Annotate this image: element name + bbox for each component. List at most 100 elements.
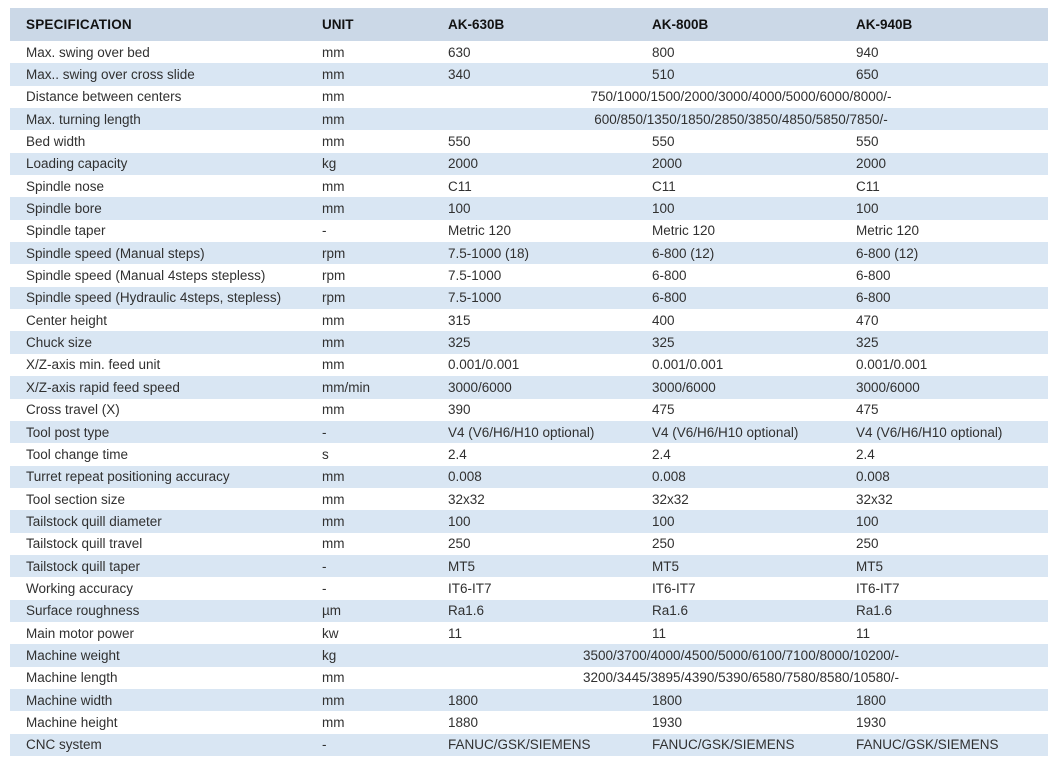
table-row: Surface roughness µm Ra1.6 Ra1.6 Ra1.6	[10, 599, 1048, 622]
value-cell: 6-800 (12)	[652, 245, 715, 261]
value-cell: IT6-IT7	[652, 580, 696, 596]
value-cell: 2.4	[856, 446, 875, 462]
value-cell: IT6-IT7	[856, 580, 900, 596]
value-cell: 0.008	[856, 469, 890, 485]
value-cell: 6-800	[652, 268, 687, 284]
spec-label-cell: Tailstock quill travel	[26, 536, 143, 552]
spec-label-cell: Max. turning length	[26, 111, 141, 127]
value-cell: 7.5-1000	[448, 290, 502, 306]
unit-cell: rpm	[322, 290, 346, 306]
table-row: Spindle bore mm 100 100 100	[10, 197, 1048, 220]
value-cell: 6-800	[652, 290, 687, 306]
value-cell: 100	[652, 201, 675, 217]
spec-label-cell: Turret repeat positioning accuracy	[26, 469, 230, 485]
value-cell: 400	[652, 312, 675, 328]
table-row: Working accuracy - IT6-IT7 IT6-IT7 IT6-IT7	[10, 577, 1048, 600]
unit-cell: mm	[322, 89, 345, 105]
table-row: Bed width mm 550 550 550	[10, 130, 1048, 153]
value-cell: 0.001/0.001	[856, 357, 928, 373]
value-cell: 315	[448, 312, 471, 328]
table-row: X/Z-axis min. feed unit mm 0.001/0.001 0.00…	[10, 353, 1048, 377]
spec-label-cell: Center height	[26, 312, 108, 328]
value-cell: 250	[856, 536, 879, 552]
table-row: Machine width mm 1800 1800 1800	[10, 688, 1048, 712]
value-cell: 2000	[856, 156, 887, 172]
table-row: Tailstock quill diameter mm 100 100 100	[10, 510, 1048, 533]
unit-cell: rpm	[322, 268, 346, 284]
value-cell: 325	[856, 335, 879, 351]
unit-cell: mm	[322, 67, 345, 83]
table-row: Distance between centers mm 750/1000/1500/…	[10, 85, 1048, 109]
unit-cell: -	[322, 737, 327, 753]
value-cell: 32x32	[448, 491, 485, 507]
value-cell: 325	[652, 335, 675, 351]
value-cell: V4 (V6/H6/H10 optional)	[856, 424, 1003, 440]
unit-cell: -	[322, 580, 327, 596]
spec-label-cell: X/Z-axis min. feed unit	[26, 357, 161, 373]
value-cell: 940	[856, 44, 879, 60]
spec-label-cell: CNC system	[26, 737, 102, 753]
table-row: Max. turning length mm 600/850/1350/1850/2…	[10, 108, 1048, 131]
value-cell: 32x32	[856, 491, 893, 507]
table-row: Machine weight kg 3500/3700/4000/4500/5000…	[10, 644, 1048, 667]
spec-label-cell: Max. swing over bed	[26, 44, 150, 60]
value-cell: 2000	[448, 156, 479, 172]
table-row: Spindle taper - Metric 120 Metric 120 Metric…	[10, 219, 1048, 243]
value-cell: C11	[652, 178, 676, 194]
spec-label-cell: Loading capacity	[26, 156, 128, 172]
table-row: Max.. swing over cross slide mm 340 510 650	[10, 63, 1048, 86]
value-cell: 3000/6000	[856, 379, 920, 395]
value-cell: 6-800 (12)	[856, 245, 919, 261]
table-row: Spindle speed (Manual steps) rpm 7.5-1000 …	[10, 242, 1048, 265]
spec-label-cell: Main motor power	[26, 625, 135, 641]
value-cell: Ra1.6	[448, 603, 485, 619]
value-cell: Ra1.6	[856, 603, 893, 619]
value-cell: MT5	[448, 558, 475, 574]
value-cell: 1930	[652, 714, 683, 730]
value-cell: 800	[652, 44, 675, 60]
unit-cell: mm	[322, 111, 345, 127]
table-row: Tool section size mm 32x32 32x32 32x32	[10, 487, 1048, 511]
value-cell: FANUC/GSK/SIEMENS	[856, 737, 999, 753]
spec-label-cell: Spindle speed (Hydraulic 4steps, steples…	[26, 290, 282, 306]
value-cell: 475	[856, 402, 879, 418]
spec-label-cell: Tool change time	[26, 446, 129, 462]
unit-cell: mm	[322, 536, 345, 552]
unit-cell: kg	[322, 647, 337, 663]
value-cell: 390	[448, 402, 471, 418]
value-cell: IT6-IT7	[448, 580, 492, 596]
specification-table: SPECIFICATION UNIT AK-630B AK-800B AK-940B M…	[10, 8, 1048, 756]
value-cell: 340	[448, 67, 471, 83]
value-cell: 1930	[856, 714, 887, 730]
table-row: Spindle speed (Manual 4steps stepless) rp…	[10, 264, 1048, 287]
table-row: Tool change time s 2.4 2.4 2.4	[10, 443, 1048, 466]
value-cell: 550	[856, 134, 879, 150]
table-row: Tailstock quill travel mm 250 250 250	[10, 532, 1048, 555]
header-cell-spec: SPECIFICATION	[26, 17, 132, 32]
spec-label-cell: Distance between centers	[26, 89, 182, 105]
value-cell: C11	[448, 178, 472, 194]
value-cell: 1800	[856, 692, 887, 708]
header-cell-m2: AK-800B	[652, 17, 709, 32]
unit-cell: mm	[322, 402, 345, 418]
unit-cell: mm	[322, 491, 345, 507]
spec-label-cell: Spindle speed (Manual 4steps stepless)	[26, 268, 266, 284]
value-cell: 7.5-1000 (18)	[448, 245, 530, 261]
value-cell: MT5	[856, 558, 883, 574]
spec-label-cell: Max.. swing over cross slide	[26, 67, 195, 83]
table-row: Machine length mm 3200/3445/3895/4390/5390…	[10, 666, 1048, 689]
unit-cell: mm	[322, 134, 345, 150]
unit-cell: mm	[322, 44, 345, 60]
span-value-cell: 750/1000/1500/2000/3000/4000/5000/6000/8…	[590, 89, 892, 105]
unit-cell: mm	[322, 513, 345, 529]
unit-cell: -	[322, 558, 327, 574]
table-row: Spindle speed (Hydraulic 4steps, steples…	[10, 286, 1048, 310]
spec-label-cell: Spindle nose	[26, 178, 105, 194]
value-cell: Metric 120	[856, 223, 920, 239]
value-cell: 650	[856, 67, 879, 83]
value-cell: 1800	[448, 692, 479, 708]
spec-label-cell: Spindle speed (Manual steps)	[26, 245, 205, 261]
span-value-cell: 600/850/1350/1850/2850/3850/4850/5850/78…	[594, 111, 888, 127]
unit-cell: µm	[322, 603, 342, 619]
